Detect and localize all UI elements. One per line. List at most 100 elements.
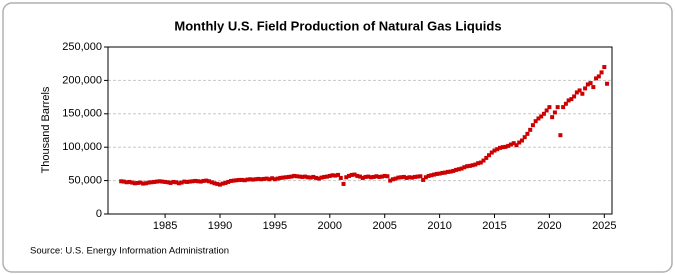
data-point (374, 174, 379, 179)
data-point (341, 181, 346, 186)
data-point (371, 174, 376, 179)
data-point (168, 180, 173, 185)
data-point (448, 169, 453, 174)
data-point (294, 174, 299, 179)
x-tick-label: 1990 (208, 220, 232, 232)
data-point (349, 172, 354, 177)
data-point (256, 176, 261, 181)
data-point (130, 180, 135, 185)
data-point (498, 145, 502, 150)
data-point (580, 91, 585, 96)
data-point (517, 140, 522, 145)
data-point (421, 177, 426, 182)
data-point (270, 176, 275, 181)
data-point (465, 164, 470, 169)
data-point (407, 175, 412, 180)
data-point (322, 174, 327, 179)
data-point (338, 175, 343, 180)
data-point (415, 174, 420, 179)
x-tick-label: 2015 (482, 220, 506, 232)
data-point (300, 174, 305, 179)
x-tick-label: 2020 (537, 220, 561, 232)
data-point (261, 176, 266, 181)
data-point (572, 94, 577, 99)
data-point (165, 180, 170, 185)
data-point (594, 76, 599, 81)
y-tick-label: 200,000 (62, 74, 102, 86)
data-point (272, 177, 277, 182)
data-point (209, 180, 214, 185)
data-point (558, 133, 563, 138)
data-point (207, 179, 212, 184)
data-point (204, 178, 209, 183)
x-tick-label: 2025 (592, 220, 616, 232)
data-point (544, 108, 549, 113)
data-point (245, 177, 250, 182)
data-point (308, 175, 313, 180)
data-point (143, 181, 148, 186)
data-point (388, 178, 393, 183)
data-point (434, 171, 439, 176)
chart-title: Monthly U.S. Field Production of Natural… (174, 18, 501, 33)
data-point (588, 81, 593, 86)
plot-area (107, 46, 613, 215)
data-point (138, 180, 143, 185)
data-point (399, 175, 404, 180)
data-point (476, 161, 481, 166)
data-point (311, 174, 316, 179)
data-point (325, 174, 330, 179)
data-point (470, 163, 475, 168)
chart-frame (2, 2, 673, 273)
data-point (264, 176, 269, 181)
data-point (514, 143, 519, 148)
data-point (259, 177, 264, 182)
data-point (487, 153, 492, 158)
x-tick-label: 2000 (318, 220, 342, 232)
data-point (242, 178, 247, 183)
data-point (237, 177, 242, 182)
data-point (281, 175, 286, 180)
data-point (163, 179, 168, 184)
data-point (174, 180, 179, 185)
data-point (563, 101, 568, 106)
y-tick-label: 150,000 (62, 108, 102, 120)
data-point (379, 174, 384, 179)
data-point (152, 179, 157, 184)
data-point (303, 174, 308, 179)
data-point (355, 173, 360, 178)
data-point (577, 88, 582, 93)
data-point (234, 178, 239, 183)
data-point (410, 175, 415, 180)
data-point (368, 175, 373, 180)
data-point (347, 173, 352, 178)
data-point (218, 182, 222, 187)
data-point (344, 175, 349, 180)
data-point (530, 123, 535, 128)
data-point (119, 179, 124, 184)
data-point (547, 105, 552, 110)
data-point (555, 105, 560, 110)
data-point (333, 173, 338, 178)
data-point (478, 160, 483, 165)
data-point (314, 175, 319, 180)
data-point (492, 148, 497, 153)
data-point (412, 174, 417, 179)
data-point (396, 175, 401, 180)
data-point (393, 176, 398, 181)
data-point (506, 143, 511, 148)
y-axis-label: Thousand Barrels (40, 86, 52, 173)
data-point (305, 175, 310, 180)
data-point (451, 168, 456, 173)
data-point (187, 179, 192, 184)
data-point (330, 173, 335, 178)
data-point (149, 180, 154, 185)
data-point (443, 170, 448, 175)
data-point (404, 175, 409, 180)
data-point (401, 174, 406, 179)
data-point (525, 131, 530, 136)
data-point (366, 174, 371, 179)
data-point (278, 175, 283, 180)
data-point (390, 177, 395, 182)
data-point (275, 176, 280, 181)
data-point (253, 177, 258, 182)
